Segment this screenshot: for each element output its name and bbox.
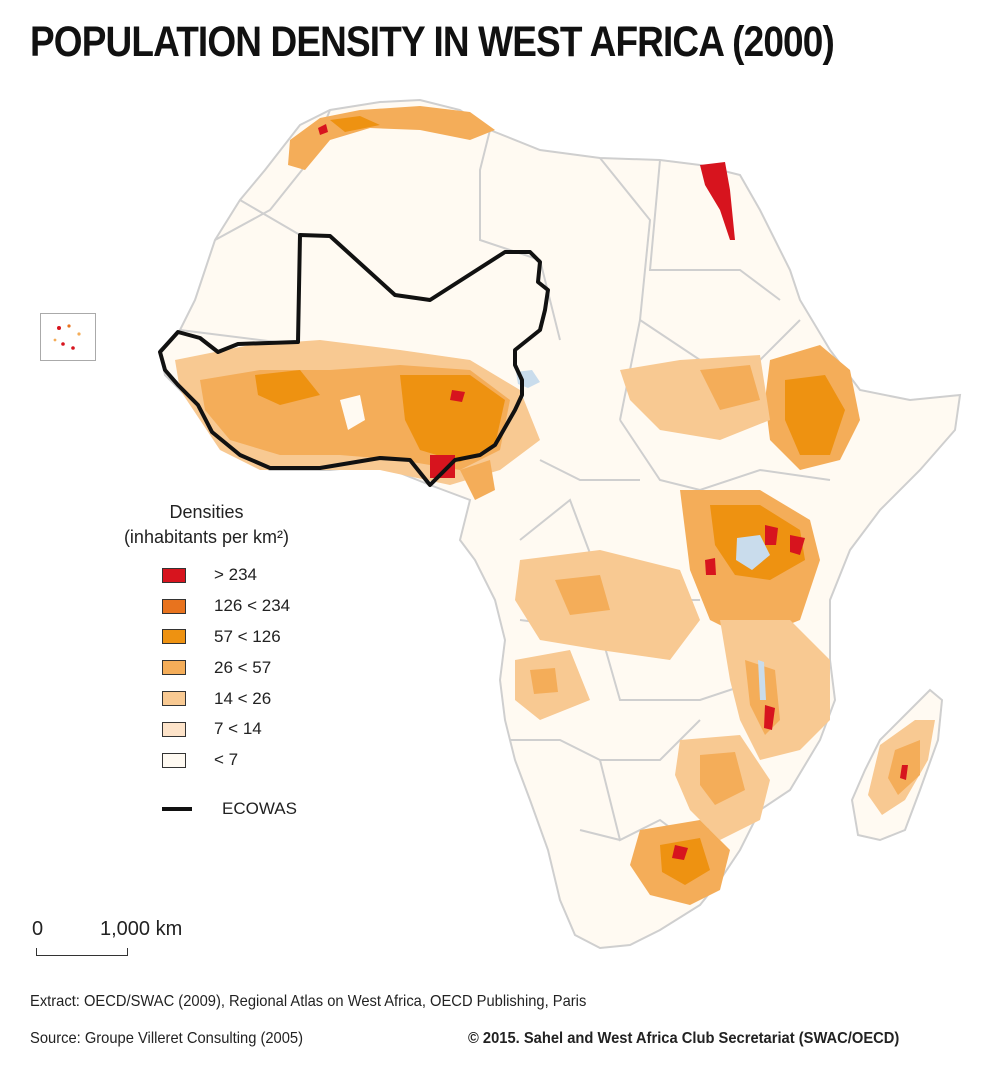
legend-title-line1: Densities	[169, 502, 244, 522]
legend-items: > 234 126 < 234 57 < 126 26 < 57 14 < 26 7 < …	[162, 560, 297, 776]
legend-swatch	[162, 598, 186, 614]
legend-item: > 234	[162, 560, 297, 591]
map-title: POPULATION DENSITY IN WEST AFRICA (2000)	[30, 18, 835, 66]
legend-item: 26 < 57	[162, 652, 297, 683]
cape-verde-islands	[53, 324, 81, 350]
legend-label: 26 < 57	[214, 657, 272, 677]
legend-label: 126 < 234	[214, 596, 291, 616]
footer-extract: Extract: OECD/SWAC (2009), Regional Atla…	[30, 993, 587, 1010]
legend-title-line2: (inhabitants per km²)	[123, 527, 289, 547]
legend-label: 14 < 26	[214, 688, 272, 708]
ecowas-line-swatch	[162, 806, 192, 811]
legend-ecowas: ECOWAS	[162, 799, 297, 819]
legend-item: 126 < 234	[162, 591, 297, 622]
scale-distance-label: 1,000 km	[100, 918, 183, 940]
density-legend: Densities (inhabitants per km²) > 234 126…	[118, 500, 297, 819]
scale-bar-line	[36, 948, 128, 956]
footer-copyright: © 2015. Sahel and West Africa Club Secre…	[468, 1030, 900, 1047]
legend-item: 14 < 26	[162, 683, 297, 714]
ecowas-outline	[158, 233, 550, 487]
legend-swatch	[162, 660, 186, 676]
legend-label: > 234	[214, 565, 258, 585]
legend-item: 57 < 126	[162, 622, 297, 653]
footer-source: Source: Groupe Villeret Consulting (2005…	[30, 1030, 304, 1047]
legend-swatch	[162, 721, 186, 737]
legend-label: 57 < 126	[214, 626, 281, 646]
scale-zero-label: 0	[32, 918, 44, 940]
legend-label: < 7	[214, 750, 239, 770]
scale-bar: 0 1,000 km	[32, 914, 202, 959]
legend-swatch	[162, 691, 186, 707]
legend-swatch	[162, 629, 186, 645]
legend-label: 7 < 14	[214, 719, 262, 739]
legend-title: Densities (inhabitants per km²)	[116, 500, 297, 550]
density-patches	[175, 106, 935, 905]
cape-verde-inset	[40, 313, 96, 361]
legend-swatch	[162, 752, 186, 768]
legend-item: < 7	[162, 745, 297, 776]
legend-swatch	[162, 567, 186, 583]
ecowas-label: ECOWAS	[222, 798, 297, 818]
legend-item: 7 < 14	[162, 714, 297, 745]
